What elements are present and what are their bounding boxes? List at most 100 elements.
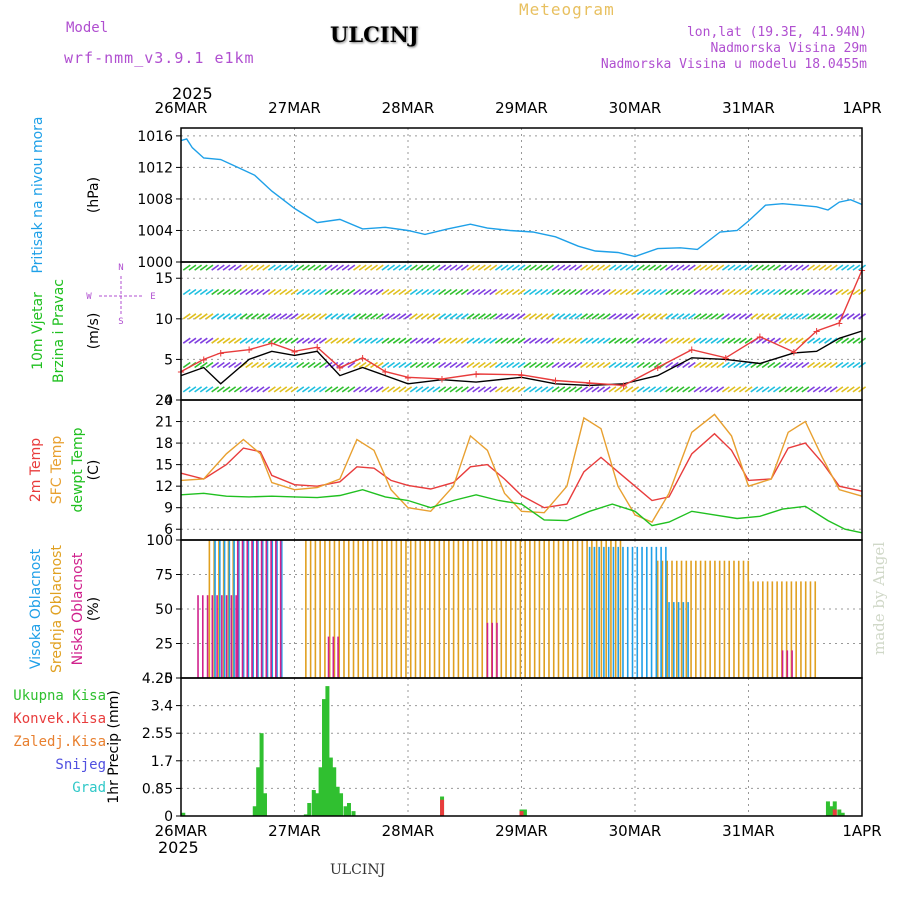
wind-barb [222,386,231,393]
wind-barb [574,337,583,344]
wind-barb [755,337,764,344]
wind-barb [500,264,509,271]
wind-barb [608,337,617,344]
wind-barb [279,361,288,369]
wind-barb [358,386,367,393]
wind-barb [256,288,265,296]
gust-marker: + [268,336,275,350]
wind-barb [778,288,787,296]
wind-barb [699,288,708,296]
wind-barb [443,264,452,271]
wind-barb [585,264,594,271]
wind-barb [534,288,543,296]
ytick-label: 0 [164,393,173,409]
wind-barb [676,361,685,369]
ytick-label: 9 [164,501,173,517]
wind-barb [228,288,237,296]
wind-barb [699,361,708,369]
total-precip-bar [332,767,337,816]
wind-barb [517,313,526,320]
wind-barb [665,386,674,393]
wind-barb [256,386,265,393]
ytick-label: 1012 [137,160,173,176]
total-precip-bar [181,812,186,816]
wind-barb [574,361,583,369]
wind-barb [790,288,798,296]
wind-barb [563,386,571,393]
wind-barb [716,264,725,271]
wind-barb [432,288,441,296]
wind-barb [182,386,191,393]
wind-barb [608,361,617,369]
wind-barb [546,337,554,344]
wind-barb [506,313,515,320]
wind-barb [375,313,384,320]
wind-barb [205,386,214,393]
wind-barb [824,386,833,393]
wind-barb [483,264,492,271]
wind-barb [631,337,640,344]
wind-barb [449,361,458,369]
wind-barb [307,264,316,271]
wind-barb [375,288,384,296]
wind-barb [324,313,333,320]
wind-barb [693,337,702,344]
wind-barb [301,386,310,393]
wind-barb [256,313,265,320]
wind-barb [398,337,407,344]
wind-barb [477,313,486,320]
wind-barb [387,337,396,344]
wind-barb [710,386,719,393]
wind-barb [296,313,305,320]
wind-barb [409,288,418,296]
wind-barb [665,337,674,344]
total-precip-bar [339,793,344,816]
wind-barb [511,361,520,369]
wind-barb [790,386,798,393]
model-name: wrf-nmm_v3.9.1 e1km [64,49,255,67]
wind-barb [574,288,583,296]
wind-barb [563,337,571,344]
wind-barb [631,386,640,393]
wind-barb [324,361,333,369]
wind-barb [279,288,288,296]
total-precip-bar [346,803,351,816]
wind-barb [557,313,566,320]
wind-barb [296,386,305,393]
wind-barb [597,361,606,369]
wind-barb [336,386,344,393]
wind-barb [449,337,458,344]
precip-legend-item: Zaledj.Kisa [13,734,106,750]
wind-barb [580,337,588,344]
wind-barb [466,337,475,344]
wind-barb [846,386,855,393]
wind-barb [778,386,787,393]
wind-barb [438,288,447,296]
time-label-bottom: 29MAR [495,822,548,840]
conv-precip-bar [519,811,524,816]
wind-barb [199,337,208,344]
wind-barb [222,313,231,320]
wind-barb [710,361,719,369]
gust-marker: + [756,330,763,344]
wind-barb [228,386,237,393]
wind-barb [744,361,753,369]
time-label-top: 26MAR [155,99,208,117]
wind-barb [846,313,855,320]
wind-barb [267,337,276,344]
wind-speed-line [180,330,863,387]
wind-barb [784,337,793,344]
wind-barb [290,288,299,296]
wind-barb [665,288,674,296]
ytick-label: 15 [155,458,173,474]
wind-barb [625,386,634,393]
wind-barb [795,337,804,344]
wind-barb [636,288,645,296]
wind-barb [426,264,435,271]
wind-barb [216,337,225,344]
wind-barb [807,361,815,369]
model-elevation-label: Nadmorska Visina u modelu 18.0455m [600,57,867,72]
wind-barb [387,288,396,296]
wind-barb [194,313,203,320]
wind-barb [517,264,526,271]
